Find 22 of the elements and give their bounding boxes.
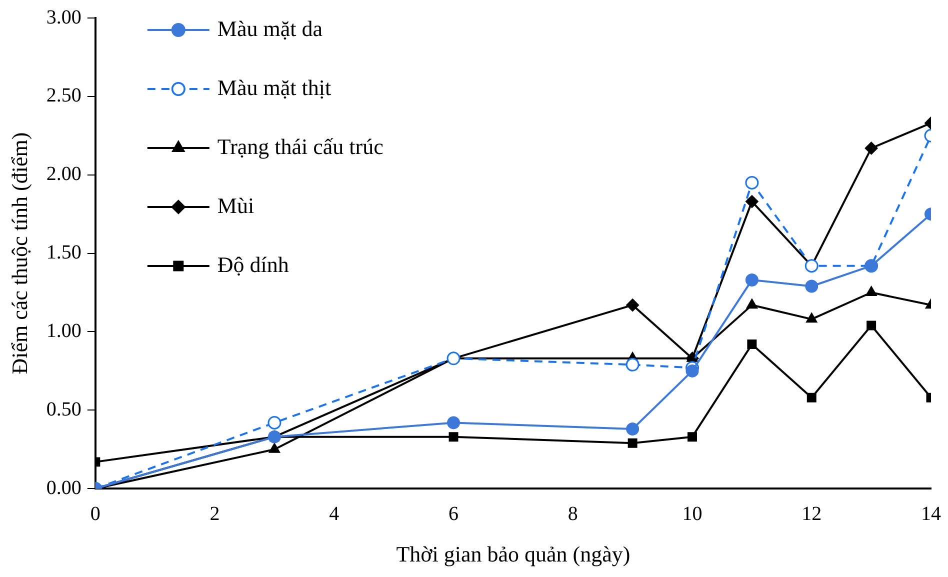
x-tick-label: 12 <box>802 502 822 525</box>
legend-label: Mùi <box>217 192 254 218</box>
y-tick-label: 0.00 <box>46 476 82 499</box>
x-axis-title: Thời gian bảo quản (ngày) <box>396 542 630 567</box>
y-tick-label: 2.00 <box>46 163 82 186</box>
y-tick-label: 0.50 <box>46 398 82 420</box>
x-tick-label: 14 <box>921 502 941 525</box>
legend-label: Độ dính <box>217 252 289 277</box>
y-axis-title: Điểm các thuộc tính (điểm) <box>6 132 32 374</box>
x-tick-label: 10 <box>682 502 702 525</box>
x-tick-label: 6 <box>448 502 459 525</box>
legend-label: Trạng thái cấu trúc <box>217 134 384 159</box>
y-tick-label: 2.50 <box>46 84 82 107</box>
x-tick-label: 0 <box>90 502 100 525</box>
legend-label: Màu mặt da <box>217 16 323 41</box>
x-tick-label: 4 <box>329 502 340 525</box>
y-tick-label: 3.00 <box>46 6 82 28</box>
x-tick-label: 8 <box>568 502 578 525</box>
y-tick-label: 1.50 <box>46 242 82 264</box>
y-tick-label: 1.00 <box>46 320 82 342</box>
x-tick-label: 2 <box>210 502 220 525</box>
legend-label: Màu mặt thịt <box>217 74 332 100</box>
